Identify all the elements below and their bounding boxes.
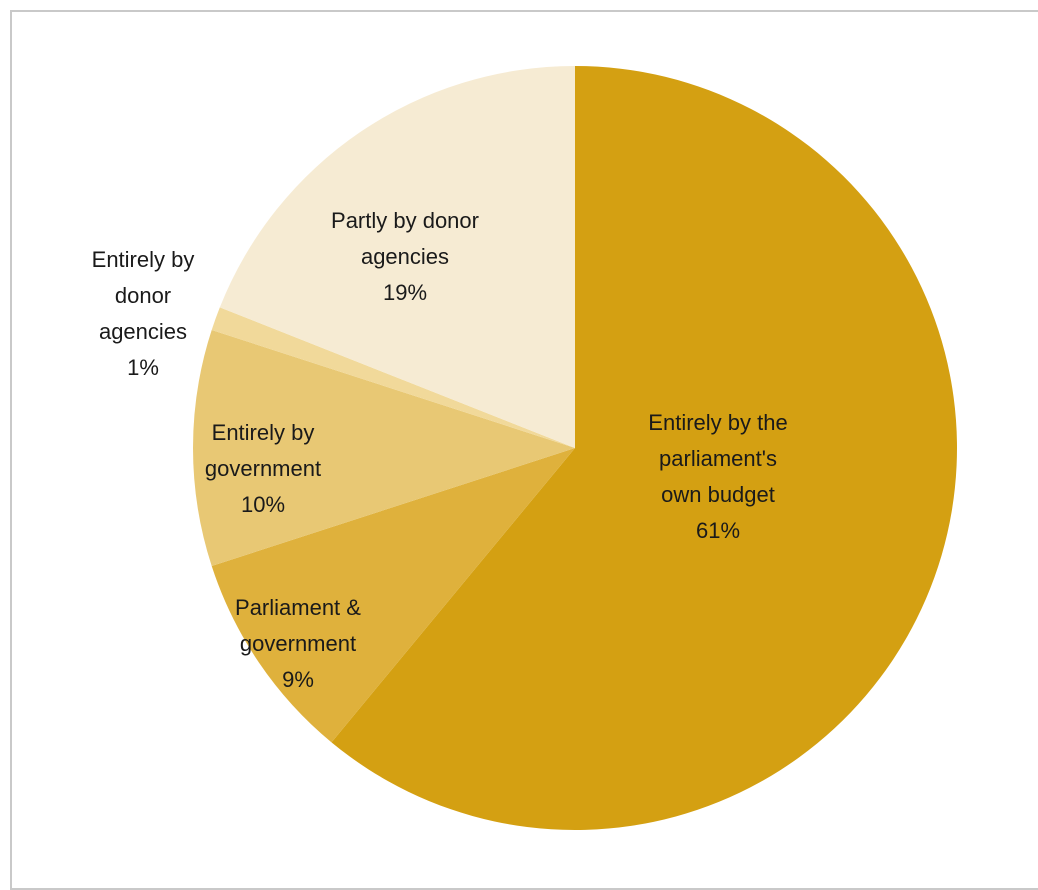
slice-label-3: Entirely by donor agencies 1% <box>92 247 195 380</box>
pie-slice-2 <box>193 329 575 567</box>
slice-name-line: donor <box>115 283 171 308</box>
slice-name-line: Parliament & <box>235 595 361 620</box>
slice-label-4: Partly by donor agencies 19% <box>331 208 479 305</box>
slice-name-line: government <box>205 456 321 481</box>
slice-value-label: 9% <box>282 667 314 692</box>
slice-name-line: parliament's <box>659 446 777 471</box>
pie-slice-4 <box>219 66 575 448</box>
slice-name-line: Entirely by <box>212 420 315 445</box>
pie-slice-0 <box>331 66 958 830</box>
slice-value-label: 19% <box>383 280 427 305</box>
slice-name-line: government <box>240 631 356 656</box>
slice-name-line: agencies <box>361 244 449 269</box>
slice-name-line: agencies <box>99 319 187 344</box>
slice-label-0: Entirely by the parliament's own budget 61% <box>648 410 787 543</box>
slice-name-line: Entirely by <box>92 247 195 272</box>
slice-name-line: Entirely by the <box>648 410 787 435</box>
slice-label-2: Entirely by government 10% <box>205 420 321 517</box>
pie-slice-3 <box>211 307 575 448</box>
slice-value-label: 61% <box>696 518 740 543</box>
slice-name-line: own budget <box>661 482 775 507</box>
pie-slice-1 <box>211 448 575 743</box>
slice-value-label: 1% <box>127 355 159 380</box>
slice-name-line: Partly by donor <box>331 208 479 233</box>
slice-label-1: Parliament & government 9% <box>235 595 361 692</box>
slice-value-label: 10% <box>241 492 285 517</box>
